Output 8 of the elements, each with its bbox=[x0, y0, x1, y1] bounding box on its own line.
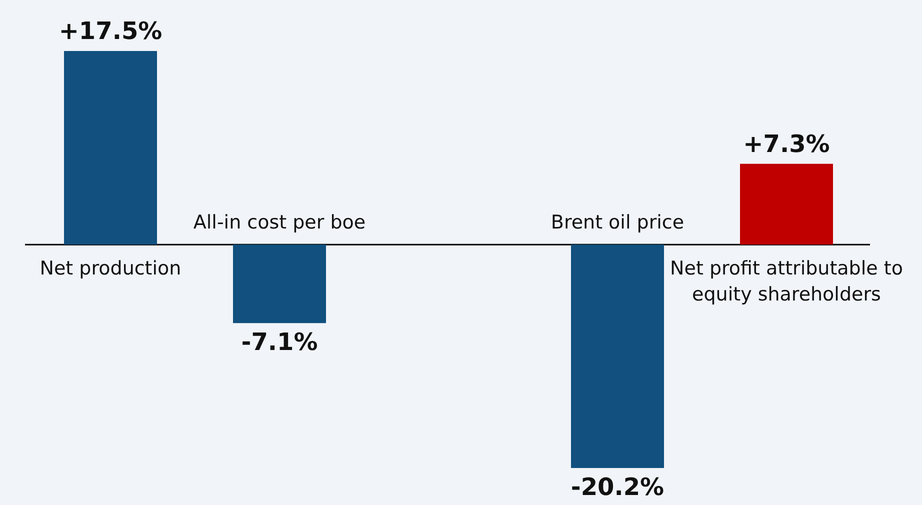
data-label: -20.2% bbox=[570, 473, 664, 501]
data-label: +17.5% bbox=[58, 17, 162, 45]
data-label: +7.3% bbox=[743, 130, 830, 158]
x-tick-label: Net profit attributable to equity shareholders bbox=[670, 258, 903, 306]
x-tick-label: Brent oil price bbox=[550, 212, 684, 234]
data-label: -7.1% bbox=[241, 328, 318, 356]
x-tick-label: Net production bbox=[40, 258, 182, 280]
x-tick-label: All-in cost per boe bbox=[193, 212, 366, 234]
